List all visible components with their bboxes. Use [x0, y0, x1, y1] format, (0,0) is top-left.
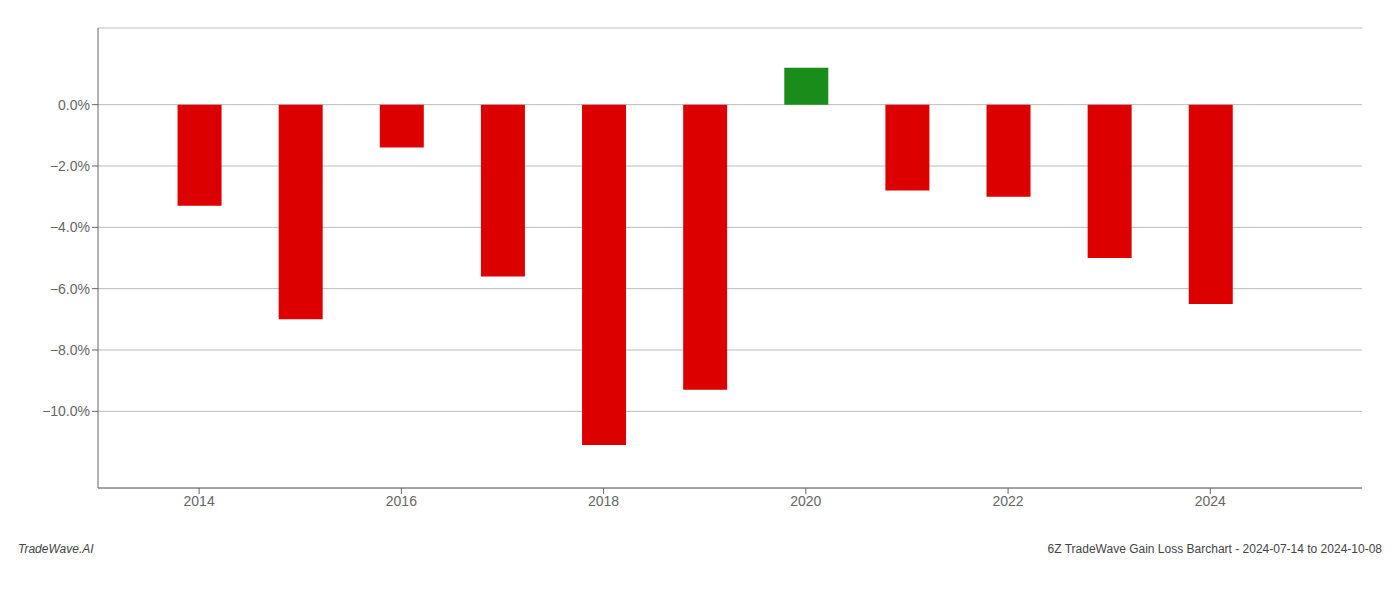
svg-text:2020: 2020	[790, 493, 821, 509]
svg-text:2024: 2024	[1195, 493, 1226, 509]
svg-text:−2.0%: −2.0%	[50, 158, 90, 174]
svg-text:2016: 2016	[386, 493, 417, 509]
svg-text:2022: 2022	[993, 493, 1024, 509]
svg-text:−4.0%: −4.0%	[50, 219, 90, 235]
html-text:6Z TradeWave Gain Loss Barchar: 6Z TradeWave Gain Loss Barchart - 2024-0…	[1047, 542, 1382, 556]
svg-text:−6.0%: −6.0%	[50, 281, 90, 297]
html-text:TradeWave.AI: TradeWave.AI	[18, 542, 94, 556]
svg-text:0.0%: 0.0%	[58, 97, 90, 113]
svg-text:2018: 2018	[588, 493, 619, 509]
svg-text:−10.0%: −10.0%	[42, 403, 90, 419]
svg-text:−8.0%: −8.0%	[50, 342, 90, 358]
svg-text:2014: 2014	[184, 493, 215, 509]
